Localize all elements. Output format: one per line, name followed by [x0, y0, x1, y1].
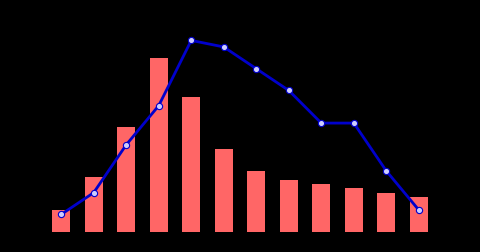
Bar	[52, 210, 70, 232]
Bar	[117, 128, 135, 232]
Bar	[182, 97, 200, 232]
Bar	[377, 193, 395, 232]
Bar	[85, 177, 103, 232]
Bar	[312, 184, 330, 232]
Bar	[410, 197, 428, 232]
Bar	[280, 180, 298, 232]
Bar	[150, 58, 168, 232]
Bar	[247, 171, 265, 232]
Bar	[215, 149, 233, 232]
Bar	[345, 188, 363, 232]
